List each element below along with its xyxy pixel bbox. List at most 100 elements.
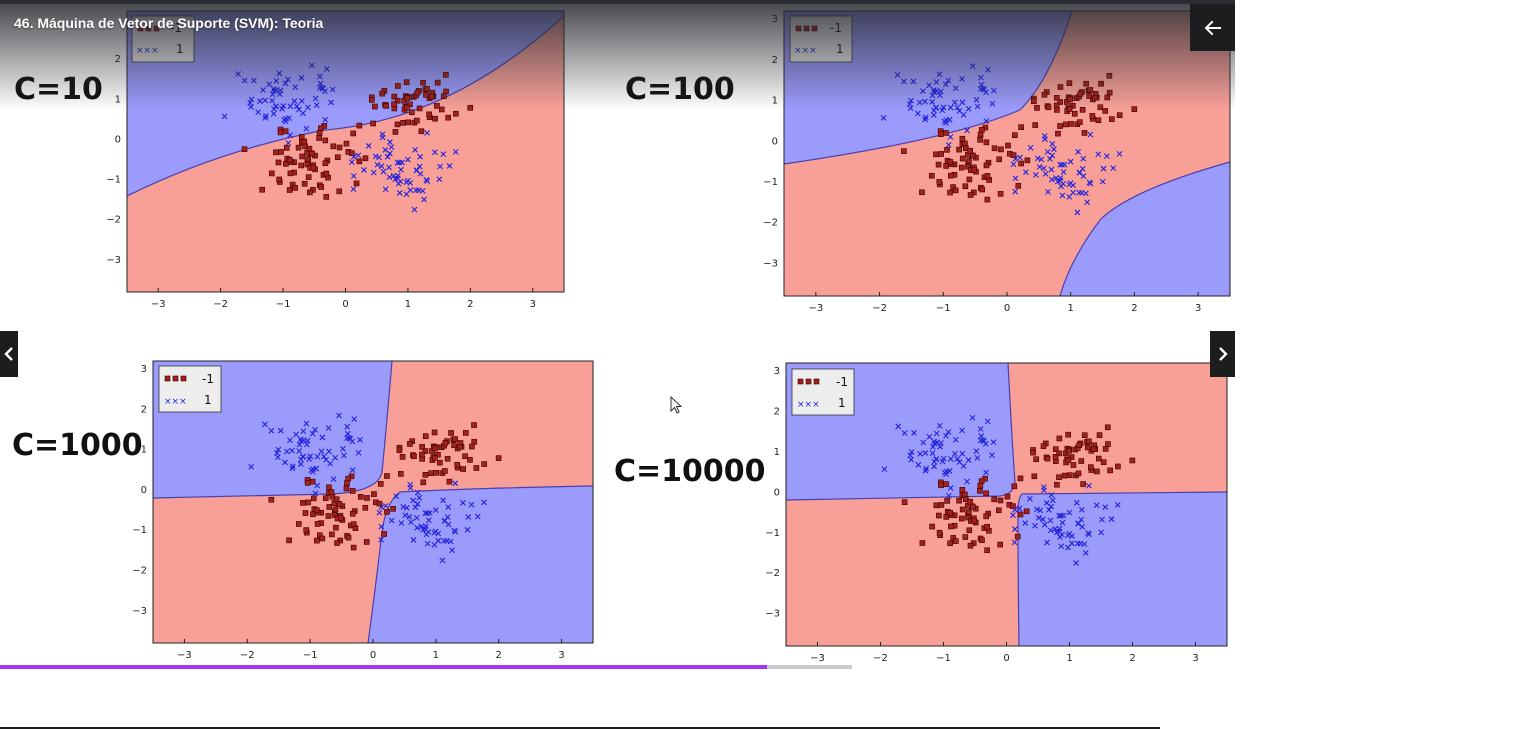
point-neg xyxy=(314,507,320,514)
point-pos xyxy=(929,450,936,457)
point-neg xyxy=(310,511,316,518)
point-neg xyxy=(956,146,962,153)
point-neg xyxy=(329,531,335,538)
point-neg xyxy=(901,499,908,506)
point-pos xyxy=(341,452,347,459)
point-pos xyxy=(413,515,420,521)
point-neg xyxy=(332,506,339,513)
point-neg xyxy=(259,186,265,193)
point-pos xyxy=(312,426,318,433)
point-pos xyxy=(880,115,887,121)
back-button[interactable] xyxy=(1190,4,1235,51)
point-pos xyxy=(481,499,487,506)
point-pos xyxy=(444,537,450,544)
point-neg xyxy=(1098,80,1104,87)
point-neg xyxy=(1015,183,1022,189)
point-pos xyxy=(977,426,984,432)
point-neg xyxy=(277,129,284,136)
y-tick-label: 2 xyxy=(141,404,147,415)
point-neg xyxy=(1077,90,1084,97)
point-neg xyxy=(1088,464,1094,470)
point-pos xyxy=(1100,165,1107,172)
point-neg xyxy=(1095,455,1102,462)
point-neg xyxy=(334,540,340,546)
point-neg xyxy=(269,170,275,177)
previous-lecture-button[interactable] xyxy=(0,331,18,377)
point-pos xyxy=(412,146,419,153)
y-tick-label: −1 xyxy=(106,175,121,186)
point-pos xyxy=(322,116,329,123)
point-neg xyxy=(356,122,363,129)
point-pos xyxy=(440,497,447,504)
point-neg xyxy=(336,501,343,507)
point-neg xyxy=(432,445,439,452)
point-pos xyxy=(314,453,321,460)
point-neg xyxy=(997,541,1003,548)
point-pos xyxy=(915,461,922,468)
video-progress-bar[interactable] xyxy=(0,665,852,669)
point-neg xyxy=(400,120,406,126)
point-pos xyxy=(1044,149,1051,155)
point-neg xyxy=(331,512,338,518)
point-neg xyxy=(1044,455,1051,462)
point-neg xyxy=(422,472,429,478)
point-neg xyxy=(426,111,432,118)
point-pos xyxy=(399,159,405,166)
point-pos xyxy=(297,461,304,467)
svg-text:×××: ××× xyxy=(794,46,817,56)
point-neg xyxy=(454,461,460,468)
point-pos xyxy=(293,431,299,438)
point-neg xyxy=(349,510,356,517)
point-neg xyxy=(962,491,968,498)
point-neg xyxy=(345,475,351,482)
point-pos xyxy=(386,150,393,157)
point-pos xyxy=(374,161,381,168)
point-neg xyxy=(997,191,1004,197)
point-pos xyxy=(268,427,275,434)
point-pos xyxy=(917,450,924,457)
point-pos xyxy=(325,425,332,432)
point-neg xyxy=(1030,449,1036,456)
y-tick-label: −2 xyxy=(132,565,147,576)
point-neg xyxy=(314,537,320,544)
point-pos xyxy=(1079,189,1085,196)
point-pos xyxy=(1010,161,1017,168)
point-neg xyxy=(1090,446,1097,452)
point-pos xyxy=(1061,161,1068,168)
point-pos xyxy=(380,168,387,175)
video-progress-fill xyxy=(0,665,767,669)
x-tick-labels: −3 −2 −1 0 1 2 3 xyxy=(151,288,536,310)
point-neg xyxy=(311,495,317,502)
point-neg xyxy=(959,506,966,513)
point-neg xyxy=(970,503,976,510)
point-neg xyxy=(979,537,985,544)
point-neg xyxy=(977,488,983,494)
point-pos xyxy=(989,452,995,458)
point-pos xyxy=(1060,512,1067,519)
point-neg xyxy=(286,187,293,193)
point-neg xyxy=(396,447,403,454)
point-neg xyxy=(335,154,341,161)
next-lecture-button[interactable] xyxy=(1210,331,1235,377)
point-neg xyxy=(944,498,950,504)
point-pos xyxy=(969,414,976,421)
point-pos xyxy=(287,132,294,138)
point-pos xyxy=(908,449,915,455)
point-pos xyxy=(376,509,383,516)
point-pos xyxy=(943,468,950,475)
point-pos xyxy=(1054,178,1061,185)
point-neg xyxy=(416,105,423,112)
point-pos xyxy=(413,167,420,174)
point-neg xyxy=(962,534,969,540)
y-tick-label: −2 xyxy=(765,568,780,579)
y-tick-label: 2 xyxy=(772,55,778,66)
point-pos xyxy=(255,109,262,115)
point-neg xyxy=(481,461,487,467)
point-pos xyxy=(954,456,961,462)
point-pos xyxy=(1034,506,1040,513)
point-neg xyxy=(364,495,370,501)
point-pos xyxy=(1036,164,1043,170)
point-pos xyxy=(1038,156,1045,163)
point-neg xyxy=(268,496,275,503)
